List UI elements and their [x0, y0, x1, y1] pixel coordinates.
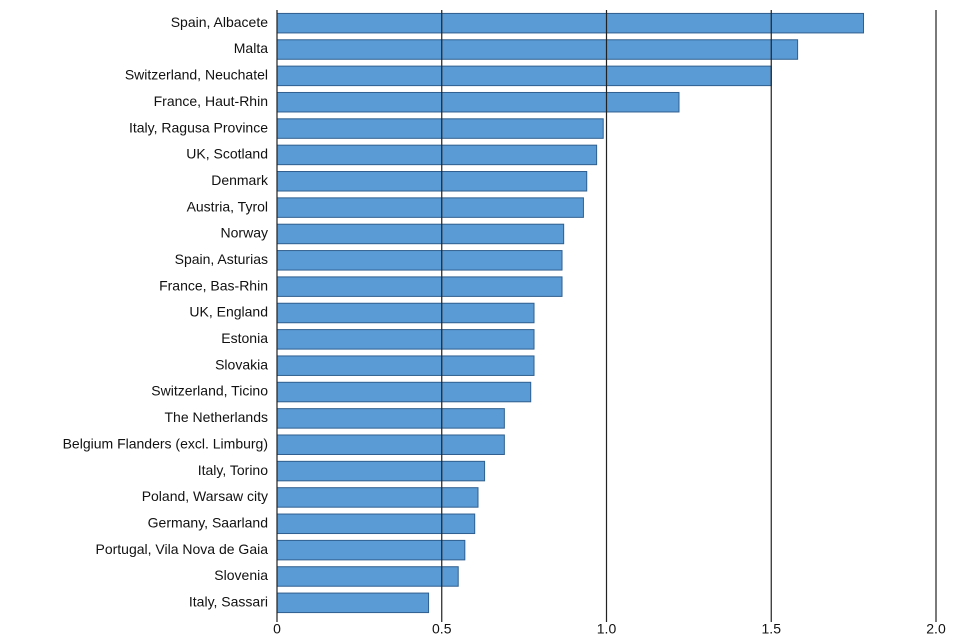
- bar: [276, 539, 466, 561]
- bar: [276, 513, 476, 535]
- bar: [276, 592, 430, 614]
- y-tick-label: The Netherlands: [164, 409, 268, 425]
- x-tick-label: 2.0: [926, 621, 946, 637]
- y-tick-label: UK, England: [189, 304, 268, 320]
- bar: [276, 197, 584, 218]
- bar: [276, 39, 799, 60]
- y-tick-label: Norway: [221, 225, 268, 241]
- bar: [276, 118, 604, 139]
- bar: [276, 566, 459, 587]
- y-tick-label: Italy, Ragusa Province: [129, 119, 268, 135]
- bar: [276, 487, 479, 508]
- y-tick-label: Estonia: [221, 330, 268, 346]
- x-tick-label: 1.0: [597, 621, 617, 637]
- bar: [276, 381, 532, 403]
- bar: [276, 302, 535, 324]
- y-tick-label: Portugal, Vila Nova de Gaia: [95, 541, 268, 557]
- y-tick-label: Switzerland, Neuchatel: [125, 67, 268, 83]
- bar: [276, 250, 563, 271]
- y-tick-label: Belgium Flanders (excl. Limburg): [63, 435, 268, 451]
- y-tick-label: Austria, Tyrol: [187, 198, 268, 214]
- y-tick-label: Slovakia: [215, 356, 268, 372]
- y-tick-label: Slovenia: [214, 567, 268, 583]
- x-tick-label: 1.5: [762, 621, 782, 637]
- y-tick-label: Germany, Saarland: [148, 514, 268, 530]
- bar: [276, 12, 865, 34]
- y-tick-label: Denmark: [211, 172, 269, 188]
- y-tick-label: France, Bas-Rhin: [159, 277, 268, 293]
- bar: [276, 144, 598, 166]
- bar: [276, 355, 535, 376]
- bar: [276, 91, 680, 113]
- y-tick-label: Spain, Asturias: [175, 251, 268, 267]
- bar: [276, 276, 563, 297]
- y-tick-label: Switzerland, Ticino: [151, 383, 268, 399]
- bar: [276, 65, 772, 87]
- bar: [276, 408, 505, 429]
- y-tick-label: Malta: [234, 40, 268, 56]
- y-tick-label: UK, Scotland: [186, 146, 268, 162]
- y-tick-label: Poland, Warsaw city: [142, 488, 268, 504]
- y-tick-label: Spain, Albacete: [171, 14, 269, 30]
- y-tick-label: Italy, Sassari: [189, 594, 268, 610]
- bar: [276, 460, 486, 482]
- bar: [276, 171, 588, 192]
- x-tick-label: 0: [273, 621, 281, 637]
- bar: [276, 329, 535, 350]
- y-tick-label: Italy, Torino: [198, 462, 269, 478]
- bar: [276, 223, 565, 245]
- y-tick-label: France, Haut-Rhin: [154, 93, 268, 109]
- x-tick-label: 0.5: [432, 621, 452, 637]
- bar: [276, 434, 505, 455]
